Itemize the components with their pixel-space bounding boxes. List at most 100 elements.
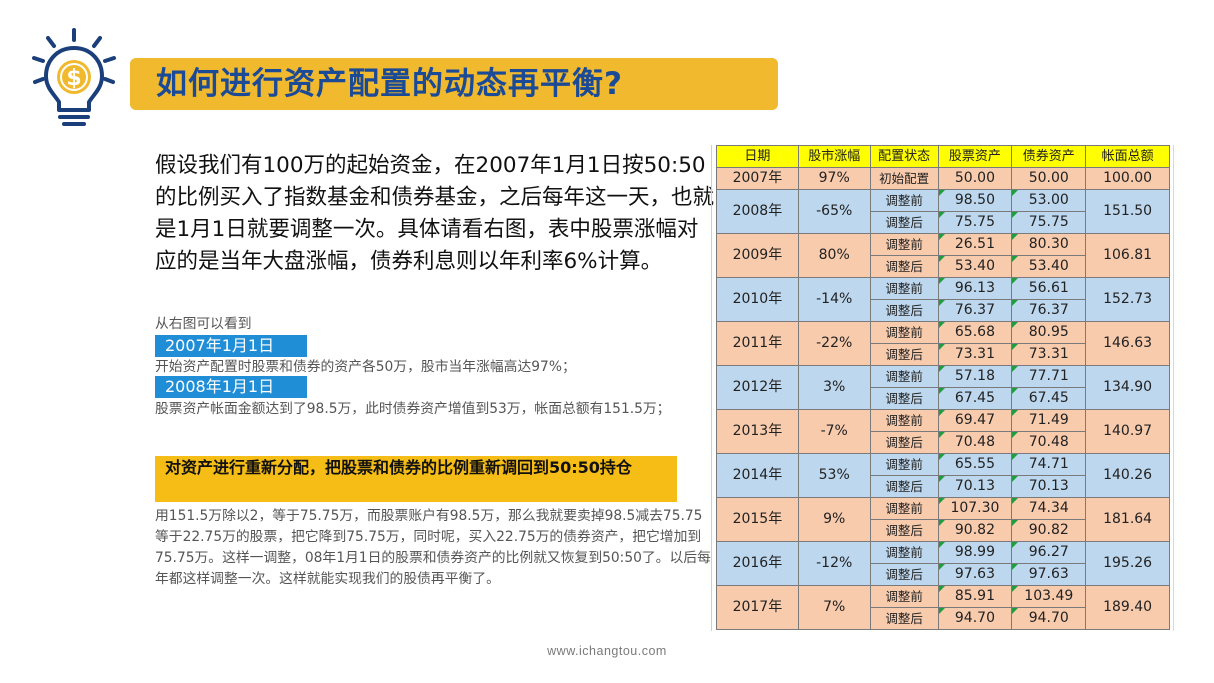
header-market-change: 股市涨幅 — [797, 145, 871, 168]
cell-total: 106.81 — [1085, 233, 1170, 278]
cell-bond-before: 53.00 — [1011, 189, 1087, 212]
page-title: 如何进行资产配置的动态再平衡? — [156, 66, 623, 102]
cell-change: 7% — [797, 585, 871, 630]
cell-bond-before: 103.49 — [1011, 585, 1087, 608]
cell-stock-before: 69.47 — [937, 409, 1013, 432]
cell-bond-after: 75.75 — [1011, 211, 1087, 234]
table-row: 2017年 7% 调整前 85.91 103.49 189.40 — [716, 585, 1170, 630]
header-bond-assets: 债券资产 — [1011, 145, 1087, 168]
cell-change: -7% — [797, 409, 871, 454]
notes-lead: 从右图可以看到 — [155, 316, 252, 332]
table-row: 2014年 53% 调整前 65.55 74.71 140.26 — [716, 453, 1170, 498]
cell-year: 2009年 — [716, 233, 799, 278]
cell-total: 134.90 — [1085, 365, 1170, 410]
table-row: 调整后 53.40 53.40 — [717, 255, 1170, 278]
cell-stock-before: 65.68 — [937, 321, 1013, 344]
table-row: 调整后 90.82 90.82 — [717, 519, 1170, 542]
cell-state: 初始配置 — [869, 167, 939, 190]
cell-total: 195.26 — [1085, 541, 1170, 586]
table-row: 2007年 97% 初始配置 50.00 50.00 100.00 — [716, 167, 1170, 190]
cell-bond-before: 71.49 — [1011, 409, 1087, 432]
cell-bond-after: 53.40 — [1011, 255, 1087, 278]
grid-line-left — [711, 145, 712, 631]
cell-change: 80% — [797, 233, 871, 278]
cell-state-before: 调整前 — [869, 497, 939, 520]
table-row: 2011年 -22% 调整前 65.68 80.95 146.63 — [716, 321, 1170, 366]
cell-year: 2008年 — [716, 189, 799, 234]
cell-bond-after: 73.31 — [1011, 343, 1087, 366]
cell-state-before: 调整前 — [869, 585, 939, 608]
table-row: 调整后 76.37 76.37 — [717, 299, 1170, 322]
cell-bond-after: 70.48 — [1011, 431, 1087, 454]
notes-text-2007: 开始资产配置时股票和债券的资产各50万，股市当年涨幅高达97%； — [155, 359, 576, 375]
cell-state-after: 调整后 — [869, 211, 939, 234]
table-row: 2009年 80% 调整前 26.51 80.30 106.81 — [716, 233, 1170, 278]
cell-stock-after: 76.37 — [937, 299, 1013, 322]
cell-bond-after: 67.45 — [1011, 387, 1087, 410]
cell-year: 2016年 — [716, 541, 799, 586]
cell-stock-after: 90.82 — [937, 519, 1013, 542]
lightbulb-dollar-icon: $ — [32, 28, 116, 126]
cell-state-after: 调整后 — [869, 431, 939, 454]
cell-stock-after: 70.13 — [937, 475, 1013, 498]
cell-bond-before: 74.34 — [1011, 497, 1087, 520]
cell-stock: 50.00 — [937, 167, 1013, 190]
table-row: 2010年 -14% 调整前 96.13 56.61 152.73 — [716, 277, 1170, 322]
cell-state-before: 调整前 — [869, 453, 939, 476]
cell-state-after: 调整后 — [869, 255, 939, 278]
cell-stock-after: 94.70 — [937, 607, 1013, 630]
cell-year: 2010年 — [716, 277, 799, 322]
header-stock-assets: 股票资产 — [937, 145, 1013, 168]
rebalance-table: 日期 股市涨幅 配置状态 股票资产 债券资产 帐面总额 2007年 97% 初始… — [716, 145, 1170, 630]
title-bar — [130, 58, 778, 110]
cell-stock-after: 97.63 — [937, 563, 1013, 586]
cell-stock-before: 96.13 — [937, 277, 1013, 300]
cell-change: 53% — [797, 453, 871, 498]
cell-bond-after: 76.37 — [1011, 299, 1087, 322]
cell-bond-after: 70.13 — [1011, 475, 1087, 498]
cell-bond-before: 77.71 — [1011, 365, 1087, 388]
cell-state-after: 调整后 — [869, 563, 939, 586]
cell-bond-after: 90.82 — [1011, 519, 1087, 542]
cell-state-after: 调整后 — [869, 519, 939, 542]
cell-change: 3% — [797, 365, 871, 410]
cell-bond-before: 56.61 — [1011, 277, 1087, 300]
cell-year: 2017年 — [716, 585, 799, 630]
cell-year: 2013年 — [716, 409, 799, 454]
rebalance-table-container: 日期 股市涨幅 配置状态 股票资产 债券资产 帐面总额 2007年 97% 初始… — [716, 145, 1170, 630]
table-row: 调整后 97.63 97.63 — [717, 563, 1170, 586]
cell-state-after: 调整后 — [869, 607, 939, 630]
cell-total: 152.73 — [1085, 277, 1170, 322]
table-header-row: 日期 股市涨幅 配置状态 股票资产 债券资产 帐面总额 — [716, 145, 1170, 168]
cell-state-after: 调整后 — [869, 387, 939, 410]
footer-url: www.ichangtou.com — [547, 644, 667, 658]
cell-change: -22% — [797, 321, 871, 366]
table-row: 调整后 70.13 70.13 — [717, 475, 1170, 498]
cell-bond-after: 97.63 — [1011, 563, 1087, 586]
cell-total: 140.97 — [1085, 409, 1170, 454]
cell-bond-before: 96.27 — [1011, 541, 1087, 564]
cell-year: 2007年 — [716, 167, 799, 190]
cell-state-before: 调整前 — [869, 189, 939, 212]
cell-year: 2011年 — [716, 321, 799, 366]
cell-change: -14% — [797, 277, 871, 322]
cell-bond-after: 94.70 — [1011, 607, 1087, 630]
date-tag-2008: 2008年1月1日 — [155, 376, 307, 398]
cell-stock-before: 57.18 — [937, 365, 1013, 388]
cell-year: 2015年 — [716, 497, 799, 542]
grid-line-right — [1173, 145, 1174, 631]
cell-bond-before: 80.95 — [1011, 321, 1087, 344]
cell-stock-after: 70.48 — [937, 431, 1013, 454]
cell-total: 181.64 — [1085, 497, 1170, 542]
cell-state-after: 调整后 — [869, 475, 939, 498]
cell-total: 146.63 — [1085, 321, 1170, 366]
cell-change: 97% — [797, 167, 871, 190]
table-row: 2013年 -7% 调整前 69.47 71.49 140.97 — [716, 409, 1170, 454]
cell-stock-before: 26.51 — [937, 233, 1013, 256]
table-row: 调整后 70.48 70.48 — [717, 431, 1170, 454]
cell-state-before: 调整前 — [869, 541, 939, 564]
rebalance-highlight: 对资产进行重新分配，把股票和债券的比例重新调回到50:50持仓 — [155, 456, 677, 502]
table-row: 2012年 3% 调整前 57.18 77.71 134.90 — [716, 365, 1170, 410]
cell-year: 2012年 — [716, 365, 799, 410]
cell-state-before: 调整前 — [869, 365, 939, 388]
